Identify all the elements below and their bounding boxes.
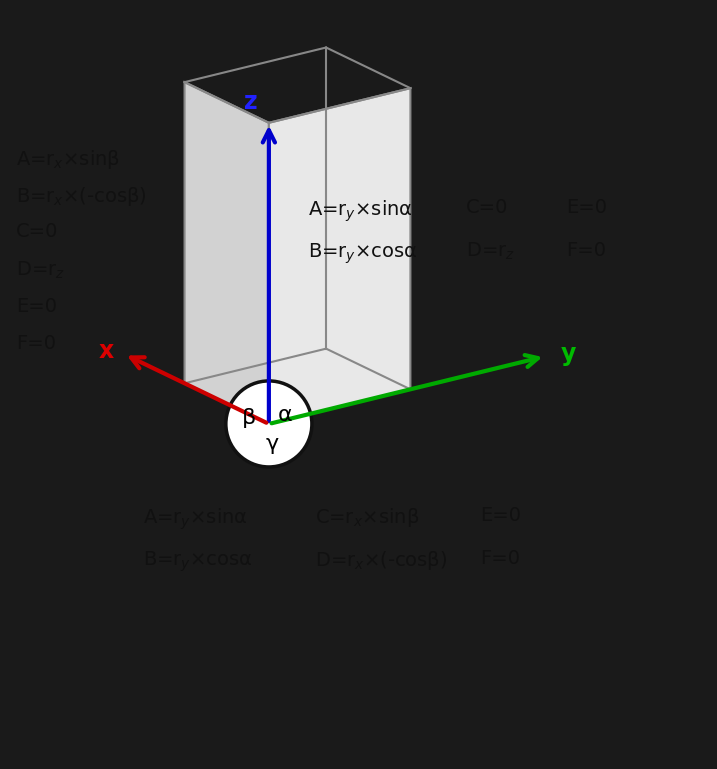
Text: F=0: F=0: [566, 241, 607, 260]
Text: F=0: F=0: [16, 335, 56, 353]
Text: D=r$_x$×(-cosβ): D=r$_x$×(-cosβ): [315, 549, 448, 572]
Polygon shape: [184, 82, 269, 424]
Text: D=r$_z$: D=r$_z$: [466, 241, 515, 262]
Polygon shape: [184, 348, 410, 424]
Text: E=0: E=0: [480, 507, 521, 525]
Text: C=r$_x$×sinβ: C=r$_x$×sinβ: [315, 507, 419, 529]
Text: E=0: E=0: [16, 297, 57, 316]
Circle shape: [226, 381, 312, 467]
Text: E=0: E=0: [566, 198, 607, 217]
Text: C=0: C=0: [466, 198, 508, 217]
Text: A=r$_y$×sinα: A=r$_y$×sinα: [308, 198, 413, 224]
Text: x: x: [98, 338, 113, 363]
Text: γ: γ: [266, 434, 279, 454]
Text: B=r$_y$×cosα: B=r$_y$×cosα: [143, 549, 253, 574]
Text: D=r$_z$: D=r$_z$: [16, 260, 65, 281]
Text: β: β: [242, 408, 256, 428]
Text: C=0: C=0: [16, 222, 58, 241]
Text: z: z: [244, 90, 258, 114]
Text: B=r$_y$×cosα: B=r$_y$×cosα: [308, 241, 418, 265]
Text: A=r$_x$×sinβ: A=r$_x$×sinβ: [16, 148, 120, 171]
Text: α: α: [277, 405, 292, 425]
Polygon shape: [269, 88, 410, 424]
Text: B=r$_x$×(-cosβ): B=r$_x$×(-cosβ): [16, 185, 146, 208]
Text: F=0: F=0: [480, 549, 521, 568]
Text: y: y: [561, 342, 576, 366]
Text: A=r$_y$×sinα: A=r$_y$×sinα: [143, 507, 248, 532]
